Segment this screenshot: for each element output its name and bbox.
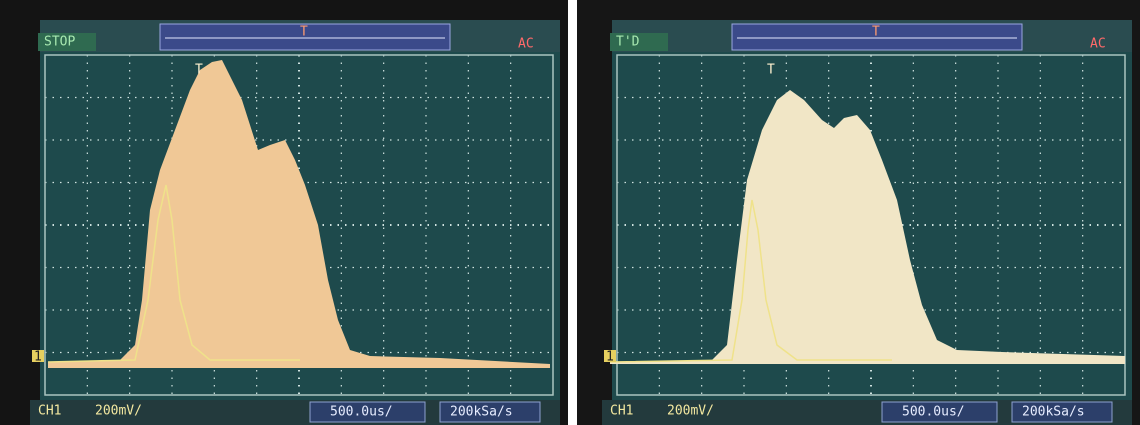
coupling: AC	[1090, 37, 1106, 52]
coupling: AC	[518, 37, 534, 52]
sample-rate: 200kSa/s	[1022, 405, 1085, 420]
status-text: STOP	[44, 35, 75, 50]
photo: STOPTTAC1CH1200mV/500.0us/200kSa/s T'DTT…	[0, 0, 1140, 425]
sample-rate: 200kSa/s	[450, 405, 513, 420]
trigger-marker: T	[300, 25, 308, 40]
volts-per-div: 200mV/	[95, 404, 142, 419]
trigger-marker: T	[767, 63, 775, 78]
status-text: T'D	[616, 35, 640, 50]
volts-per-div: 200mV/	[667, 404, 714, 419]
trigger-marker: T	[195, 63, 203, 78]
scope-screen: T'D T T AC 1 CH1 200mV/500.0us/200kSa/s	[602, 20, 1132, 425]
scope-screen: STOP T T AC 1 CH1 200mV/500.0us/200kSa/s	[30, 20, 560, 425]
time-per-div: 500.0us/	[902, 405, 965, 420]
channel: CH1	[610, 404, 633, 419]
trigger-marker: T	[872, 25, 880, 40]
channel-marker: 1	[34, 350, 42, 365]
time-per-div: 500.0us/	[330, 405, 393, 420]
channel: CH1	[38, 404, 61, 419]
channel-marker: 1	[606, 350, 614, 365]
